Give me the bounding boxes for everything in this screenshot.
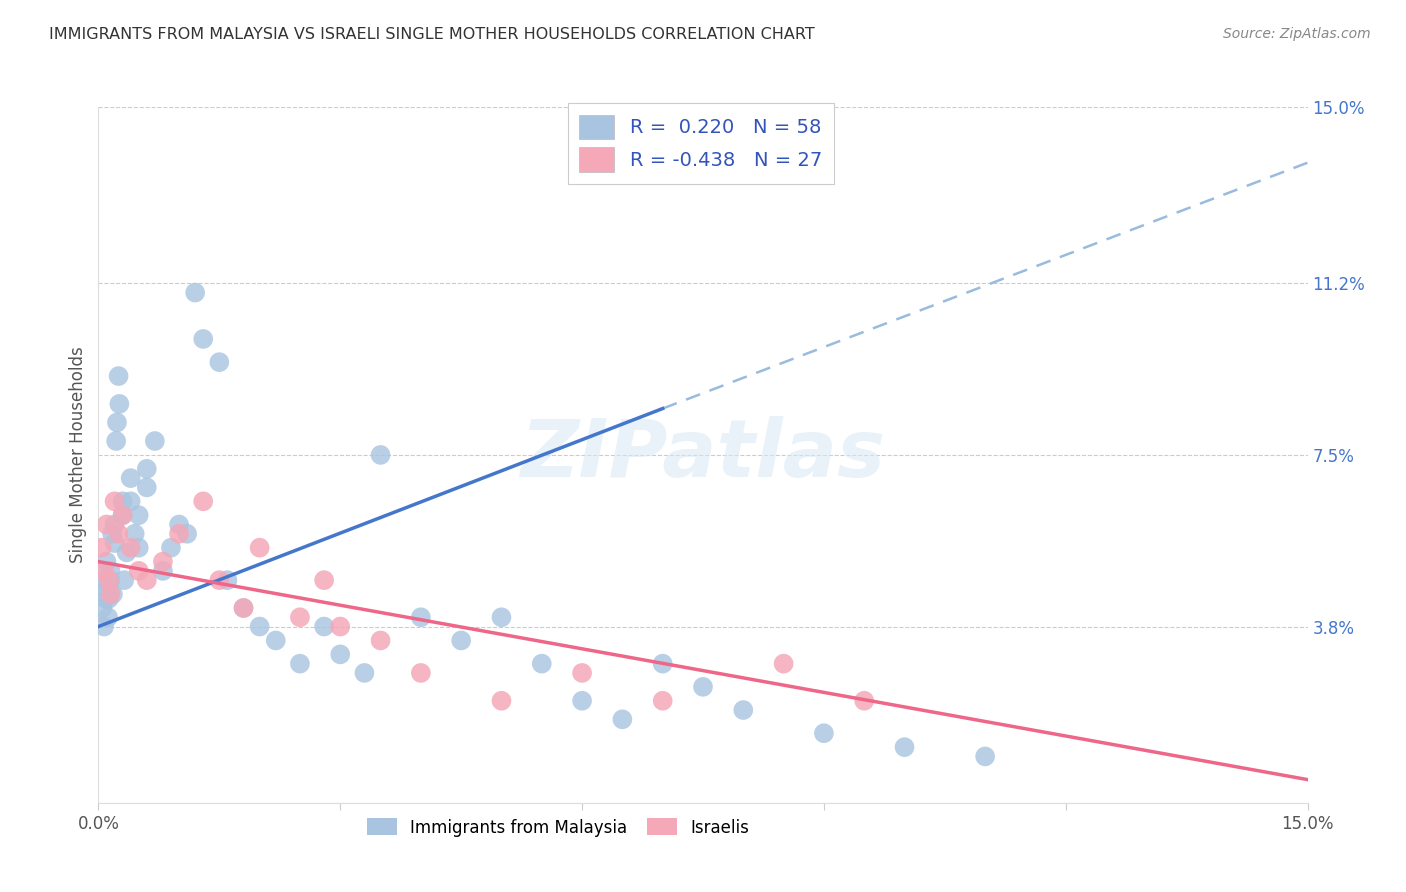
Point [193,332,215,346]
Point [232,601,254,615]
Point [96,555,118,569]
Point [176,526,198,541]
Point [571,665,593,680]
Point [135,480,157,494]
Point [184,285,207,300]
Point [217,573,239,587]
Point [107,526,129,541]
Point [124,526,146,541]
Point [111,508,134,523]
Point [100,587,122,601]
Point [94,591,117,606]
Text: IMMIGRANTS FROM MALAYSIA VS ISRAELI SINGLE MOTHER HOUSEHOLDS CORRELATION CHART: IMMIGRANTS FROM MALAYSIA VS ISRAELI SING… [49,27,815,42]
Point [91,601,114,615]
Point [370,633,392,648]
Point [101,526,124,541]
Point [152,564,174,578]
Point [111,494,134,508]
Point [692,680,714,694]
Point [893,740,915,755]
Point [93,564,115,578]
Point [974,749,997,764]
Point [120,494,142,508]
Y-axis label: Single Mother Households: Single Mother Households [69,347,87,563]
Point [288,657,311,671]
Point [249,541,271,555]
Point [612,712,634,726]
Point [111,508,134,523]
Point [128,564,150,578]
Point [97,573,120,587]
Point [160,541,183,555]
Point [651,694,673,708]
Point [232,601,254,615]
Point [128,541,150,555]
Point [105,416,128,430]
Point [152,555,174,569]
Legend: Immigrants from Malaysia, Israelis: Immigrants from Malaysia, Israelis [360,812,756,843]
Point [167,526,190,541]
Point [491,610,513,624]
Point [103,494,125,508]
Point [96,517,118,532]
Point [193,494,215,508]
Point [772,657,794,671]
Point [329,619,352,633]
Point [409,610,432,624]
Point [264,633,287,648]
Point [370,448,392,462]
Point [97,610,120,624]
Point [135,573,157,587]
Point [93,619,115,633]
Point [90,573,112,587]
Point [733,703,755,717]
Point [105,434,128,448]
Point [103,536,125,550]
Point [651,657,673,671]
Point [571,694,593,708]
Point [143,434,166,448]
Point [208,355,231,369]
Point [249,619,271,633]
Point [208,573,231,587]
Point [103,517,125,532]
Point [288,610,311,624]
Point [329,648,352,662]
Point [115,545,138,559]
Point [96,582,118,597]
Point [353,665,375,680]
Point [491,694,513,708]
Point [409,665,432,680]
Point [108,397,131,411]
Point [90,541,112,555]
Point [853,694,876,708]
Point [450,633,472,648]
Point [112,573,135,587]
Point [120,471,142,485]
Point [100,573,122,587]
Point [128,508,150,523]
Point [120,541,142,555]
Point [101,587,124,601]
Text: ZIPatlas: ZIPatlas [520,416,886,494]
Point [167,517,190,532]
Point [314,619,336,633]
Point [97,591,120,606]
Point [135,462,157,476]
Point [107,369,129,384]
Text: Source: ZipAtlas.com: Source: ZipAtlas.com [1223,27,1371,41]
Point [813,726,835,740]
Point [100,564,122,578]
Point [314,573,336,587]
Point [530,657,553,671]
